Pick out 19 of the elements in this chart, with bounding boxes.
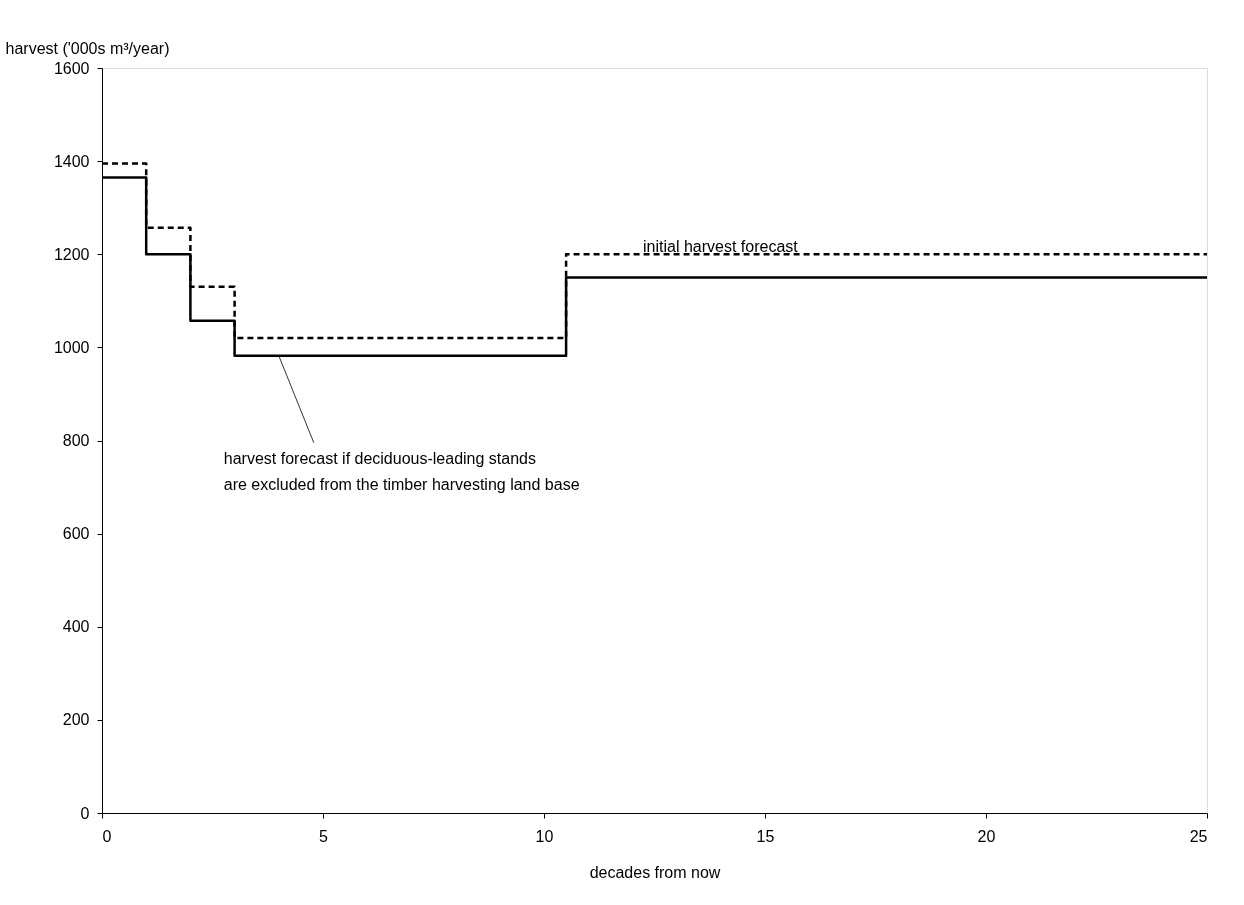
y-tick-label: 200 <box>62 711 90 729</box>
x-tick-label: 10 <box>535 827 554 845</box>
x-tick-label: 5 <box>319 827 329 845</box>
y-tick-label: 1600 <box>53 59 90 77</box>
y-tick-label: 1000 <box>53 338 90 356</box>
y-tick-label: 0 <box>80 804 90 822</box>
text: harvest forecast if deciduous-leading stands are excluded from the timber harvesting land base <box>223 449 580 493</box>
x-axis-title: decades from now <box>589 863 721 881</box>
y-tick-label: 400 <box>62 618 90 636</box>
y-tick-label: 600 <box>62 525 90 543</box>
series-label: initial harvest forecast <box>643 238 799 256</box>
x-tick-label: 20 <box>977 827 996 845</box>
x-tick-label: 0 <box>102 827 112 845</box>
y-tick-label: 1200 <box>53 245 90 263</box>
y-tick-label: 1400 <box>53 152 90 170</box>
x-tick-label: 25 <box>1189 827 1208 845</box>
y-tick-label: 800 <box>62 432 90 449</box>
y-axis-title: harvest ('000s m³/year) <box>5 39 170 57</box>
x-tick-label: 15 <box>756 827 775 845</box>
